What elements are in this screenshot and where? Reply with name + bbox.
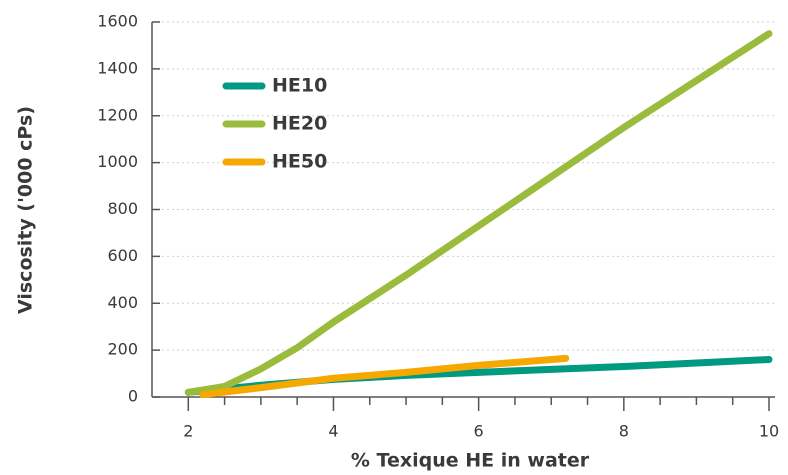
y-tick-label: 600 (107, 246, 138, 265)
y-tick-label: 400 (107, 293, 138, 312)
x-tick-label: 6 (474, 422, 484, 441)
x-axis-label: % Texique HE in water (351, 450, 590, 472)
legend-label: HE20 (272, 113, 327, 135)
y-tick-label: 1600 (97, 12, 138, 31)
y-tick-label: 1000 (97, 152, 138, 171)
x-tick-label: 4 (328, 422, 338, 441)
y-axis-label: Viscosity ('000 cPs) (15, 106, 37, 314)
x-tick-label: 8 (619, 422, 629, 441)
series-line (184, 30, 773, 396)
y-tick-label: 1400 (97, 58, 138, 77)
x-tick-label: 10 (759, 422, 779, 441)
series-line (199, 354, 570, 399)
y-tick-label: 1200 (97, 105, 138, 124)
legend-label: HE10 (272, 75, 327, 97)
legend-label: HE50 (272, 151, 327, 173)
y-tick-label: 800 (107, 199, 138, 218)
y-tick-label: 0 (128, 387, 138, 406)
y-tick-label: 200 (107, 340, 138, 359)
x-tick-label: 2 (183, 422, 193, 441)
